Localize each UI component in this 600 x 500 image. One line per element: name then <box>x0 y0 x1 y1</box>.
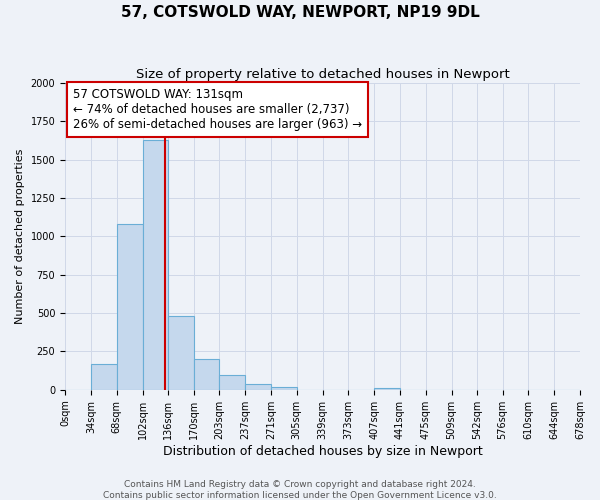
Text: 57 COTSWOLD WAY: 131sqm
← 74% of detached houses are smaller (2,737)
26% of semi: 57 COTSWOLD WAY: 131sqm ← 74% of detache… <box>73 88 362 130</box>
Bar <box>271 387 296 390</box>
Bar <box>143 140 169 390</box>
Title: Size of property relative to detached houses in Newport: Size of property relative to detached ho… <box>136 68 509 80</box>
Bar <box>245 384 271 390</box>
Text: 57, COTSWOLD WAY, NEWPORT, NP19 9DL: 57, COTSWOLD WAY, NEWPORT, NP19 9DL <box>121 5 479 20</box>
Bar <box>91 364 116 390</box>
Y-axis label: Number of detached properties: Number of detached properties <box>15 149 25 324</box>
Text: Contains HM Land Registry data © Crown copyright and database right 2024.
Contai: Contains HM Land Registry data © Crown c… <box>103 480 497 500</box>
Bar <box>219 374 245 390</box>
Bar <box>374 388 400 390</box>
Bar <box>194 359 219 390</box>
Bar <box>169 316 194 390</box>
Bar <box>116 224 143 390</box>
X-axis label: Distribution of detached houses by size in Newport: Distribution of detached houses by size … <box>163 444 482 458</box>
